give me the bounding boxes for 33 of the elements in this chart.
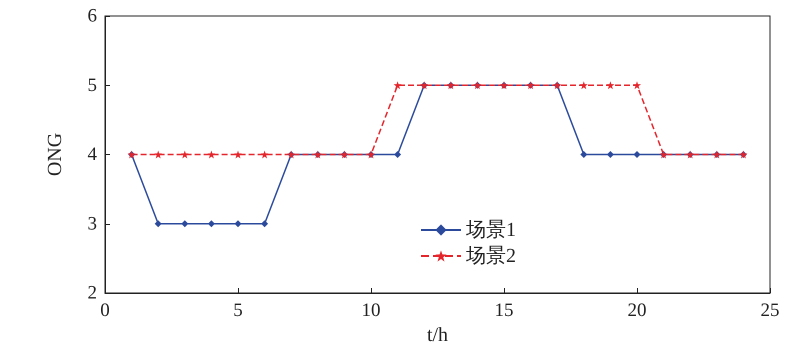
point [207, 150, 216, 158]
y-tick-label: 6 [88, 6, 97, 26]
point [606, 81, 614, 90]
point [208, 220, 215, 228]
point [580, 151, 588, 158]
x-tick-label: 5 [233, 300, 243, 321]
x-tick-label: 20 [628, 300, 646, 321]
x-tick-label: 0 [100, 300, 110, 321]
legend-label: 场景1 [465, 219, 516, 241]
y-tick-label: 3 [88, 213, 97, 234]
point [180, 150, 189, 158]
point [394, 151, 402, 158]
point [260, 150, 269, 158]
y-tick-label: 4 [88, 144, 98, 165]
point [633, 81, 641, 90]
point [606, 151, 614, 158]
point [234, 150, 242, 158]
point [234, 220, 242, 228]
x-tick-label: 25 [760, 300, 780, 321]
point [154, 150, 162, 158]
point [634, 151, 640, 158]
y-axis-title: ONG [44, 132, 66, 176]
x-tick-label: 10 [362, 300, 380, 321]
x-axis-title: t/h [426, 324, 448, 346]
point [580, 81, 588, 90]
point [154, 220, 162, 228]
legend-label: 场景2 [465, 245, 516, 267]
y-tick-label: 5 [88, 74, 97, 96]
point [394, 81, 402, 90]
point [181, 220, 188, 228]
x-tick-label: 15 [494, 300, 514, 321]
y-tick-label: 2 [88, 282, 97, 304]
point [261, 220, 268, 228]
